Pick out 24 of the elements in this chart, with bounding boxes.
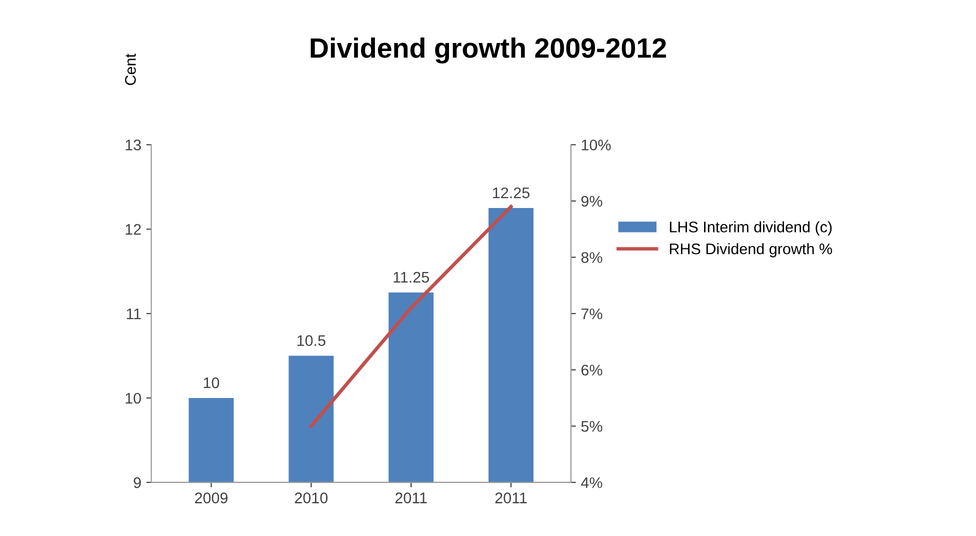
- y-tick-label: 12: [126, 224, 141, 235]
- y2-tick-label: 10%: [582, 140, 611, 150]
- y2-tick-label: 6%: [581, 364, 602, 376]
- data-label: 10.5: [297, 335, 326, 346]
- x-tick-label: 2009: [195, 492, 228, 504]
- y2-tick-label: 8%: [581, 252, 602, 263]
- y-tick-label: 13: [126, 140, 141, 150]
- legend-label: RHS Dividend growth %: [670, 243, 832, 258]
- chart-title: Dividend growth 2009-2012: [310, 38, 666, 64]
- y2-tick-label: 4%: [581, 477, 602, 488]
- y-tick-label: 11: [126, 308, 141, 320]
- y2-tick-label: 9%: [581, 196, 602, 207]
- y-tick-label: 9: [134, 477, 141, 488]
- y2-tick-label: 7%: [581, 308, 602, 320]
- data-label: 10: [204, 377, 220, 388]
- x-tick-label: 2010: [294, 492, 328, 504]
- data-label: 12.25: [493, 187, 530, 198]
- legend-label: LHS Interim dividend (c): [670, 221, 832, 236]
- y2-tick-label: 5%: [581, 421, 602, 432]
- data-label: 11.25: [394, 272, 429, 283]
- x-tick-label: 2011: [495, 492, 527, 504]
- x-tick-label: 2011: [395, 492, 427, 504]
- y-tick-label: 10: [126, 392, 141, 404]
- y-axis-title: Cent: [125, 54, 136, 86]
